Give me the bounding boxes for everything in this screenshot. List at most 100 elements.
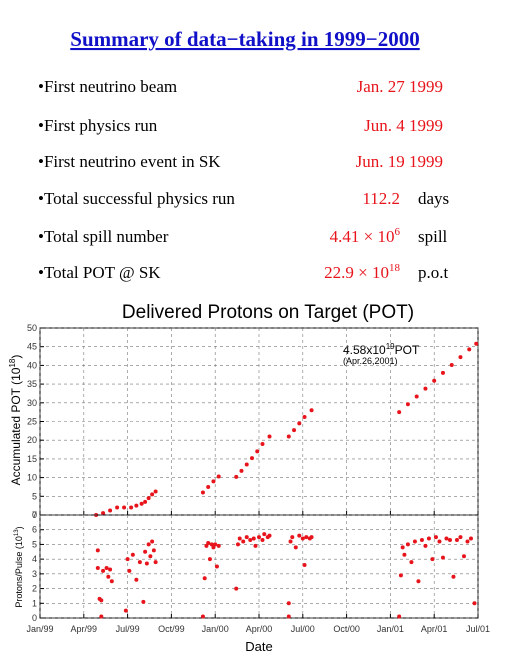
data-point <box>293 545 298 550</box>
y-tick-label: 30 <box>27 398 37 408</box>
data-point <box>95 565 100 570</box>
data-point <box>426 536 431 541</box>
data-point <box>123 608 128 613</box>
data-point <box>309 535 314 540</box>
data-point <box>257 535 261 540</box>
data-point <box>211 479 216 484</box>
data-point <box>122 505 127 510</box>
data-point <box>472 601 477 606</box>
y-tick-label: 50 <box>27 323 37 333</box>
x-axis-label: Date <box>245 639 272 654</box>
data-point <box>244 462 249 467</box>
data-point <box>139 501 144 506</box>
data-point <box>130 552 135 557</box>
data-point <box>249 456 254 461</box>
data-point <box>292 428 297 433</box>
y-tick-label: 0 <box>32 613 37 623</box>
data-point <box>101 568 106 573</box>
data-point <box>207 557 212 562</box>
y-tick-label: 0 <box>32 510 37 520</box>
y-tick-label: 10 <box>27 473 37 483</box>
x-tick-label: Apr/99 <box>71 624 98 634</box>
y-tick-label: 4 <box>32 554 37 564</box>
data-point <box>467 347 472 352</box>
data-point <box>109 579 114 584</box>
data-point <box>146 542 151 547</box>
value-text: Jun. 19 1999 <box>356 152 443 171</box>
data-point <box>447 538 452 543</box>
data-point <box>398 573 403 578</box>
annotation-note: (Apr.26,2001) <box>343 356 398 366</box>
annotation: 4.58x1019POT <box>343 342 420 357</box>
x-tick-label: Jul/99 <box>116 624 140 634</box>
data-point <box>115 505 120 510</box>
x-tick-label: Jan/01 <box>377 624 404 634</box>
data-point <box>423 386 428 391</box>
data-point <box>286 601 291 606</box>
data-point <box>125 557 130 562</box>
data-point <box>260 538 265 543</box>
data-point <box>267 434 272 439</box>
item-value: 112.2 <box>362 189 400 208</box>
data-point <box>127 568 132 573</box>
data-point <box>213 542 218 547</box>
data-point <box>200 614 205 619</box>
data-point <box>129 505 134 510</box>
value-text: Jun. 4 1999 <box>364 116 443 135</box>
item-value: 4.41 × 106 <box>330 226 401 246</box>
item-label: •Total spill number <box>38 227 169 246</box>
data-point <box>248 538 253 543</box>
y-label-end: ) <box>14 526 24 529</box>
item-unit: p.o.t <box>418 263 449 282</box>
data-point <box>209 542 214 547</box>
data-point <box>151 548 156 553</box>
slide-title: Summary of data−taking in 1999−2000 <box>70 27 419 51</box>
data-point <box>216 543 221 548</box>
value-text: 4.41 × 10 <box>330 227 395 246</box>
value-text: Jan. 27 1999 <box>357 77 443 96</box>
data-point <box>134 503 139 508</box>
data-point <box>200 490 205 495</box>
data-point <box>251 536 256 541</box>
y-label-text: Protons/Pulse (10 <box>14 536 24 608</box>
item-value: Jun. 19 1999 <box>356 152 443 171</box>
data-point <box>267 533 272 538</box>
data-point <box>262 532 267 537</box>
data-point <box>440 370 445 375</box>
data-point <box>146 496 151 501</box>
data-point <box>409 560 414 565</box>
data-point <box>449 363 454 368</box>
data-point <box>153 560 158 565</box>
data-point <box>432 378 437 383</box>
item-value: 22.9 × 1018 <box>324 262 400 282</box>
data-point <box>419 538 424 543</box>
data-point <box>99 614 104 619</box>
data-point <box>211 545 216 550</box>
item-value: Jan. 27 1999 <box>357 77 443 96</box>
data-point <box>95 548 100 553</box>
x-tick-label: Oct/00 <box>333 624 360 634</box>
y-label-end: ) <box>9 355 23 359</box>
data-point <box>234 474 239 479</box>
x-tick-label: Jul/00 <box>291 624 315 634</box>
data-point <box>143 499 148 504</box>
data-point <box>244 535 249 540</box>
data-point <box>141 599 146 604</box>
data-point <box>397 410 402 415</box>
data-point <box>302 563 307 568</box>
data-point <box>309 408 314 413</box>
y-tick-label: 15 <box>27 454 37 464</box>
x-tick-label: Apr/01 <box>421 624 448 634</box>
data-point <box>237 536 242 541</box>
data-point <box>400 545 405 550</box>
data-point <box>153 489 158 494</box>
y-tick-label: 6 <box>32 525 37 535</box>
data-point <box>104 565 109 570</box>
value-exponent: 18 <box>389 262 401 274</box>
data-point <box>423 543 428 548</box>
data-point <box>99 598 104 603</box>
data-point <box>144 561 149 566</box>
data-point <box>253 543 258 548</box>
data-point <box>304 535 309 540</box>
